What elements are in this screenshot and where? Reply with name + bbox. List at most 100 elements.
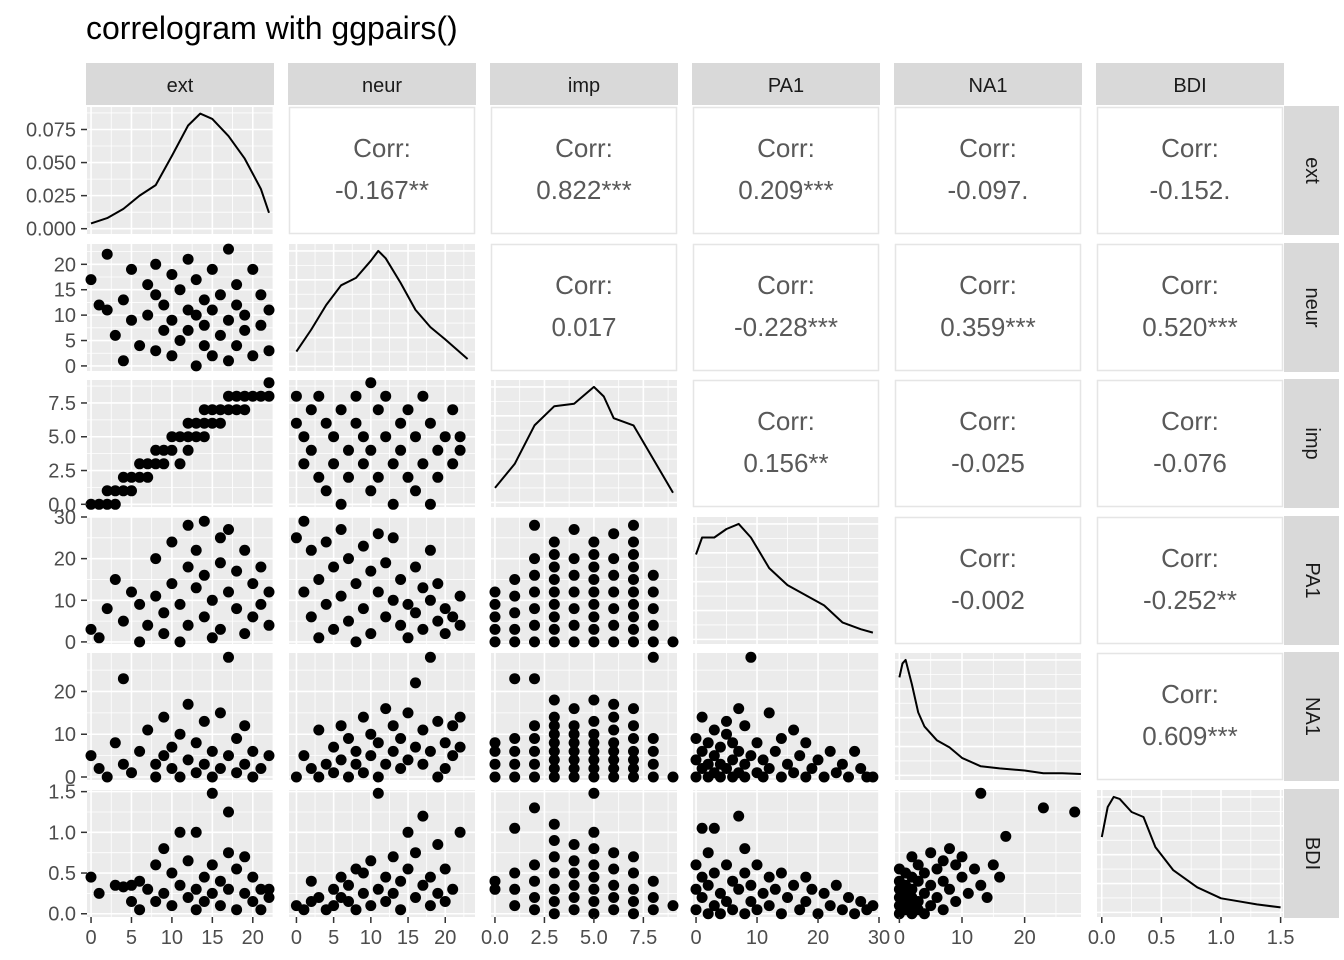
scatter-point-NA1-ext	[255, 763, 267, 774]
scatter-point-PA1-ext	[223, 586, 234, 598]
scatter-point-NA1-neur	[432, 771, 444, 783]
scatter-point-NA1-PA1	[775, 771, 787, 783]
scatter-point-imp-neur	[417, 458, 429, 470]
scatter-point-PA1-neur	[335, 524, 347, 535]
scatter-point-imp-ext	[126, 485, 137, 497]
corr-value-neur-imp: 0.017	[551, 312, 616, 342]
scatter-point-PA1-imp	[509, 636, 521, 648]
scatter-point-imp-ext	[223, 390, 234, 402]
scatter-point-imp-neur	[343, 444, 354, 456]
scatter-point-PA1-ext	[134, 598, 146, 610]
scatter-point-BDI-NA1	[969, 863, 980, 875]
scatter-point-BDI-PA1	[733, 883, 745, 895]
scatter-point-PA1-neur	[395, 619, 407, 631]
chart-title: correlogram with ggpairs()	[86, 10, 458, 46]
corr-label: Corr:	[555, 133, 613, 163]
scatter-point-NA1-neur	[439, 763, 451, 774]
scatter-point-BDI-NA1	[944, 843, 955, 855]
scatter-point-NA1-imp	[647, 745, 659, 757]
scatter-point-neur-ext	[214, 289, 226, 301]
scatter-point-neur-ext	[126, 314, 137, 326]
scatter-point-BDI-NA1	[1069, 806, 1081, 818]
scatter-point-BDI-PA1	[763, 871, 775, 883]
corr-label: Corr:	[1161, 543, 1219, 573]
column-strip-label-PA1: PA1	[768, 75, 804, 97]
scatter-point-BDI-PA1	[708, 867, 720, 879]
x-tick-label-NA1: 20	[1014, 927, 1036, 949]
scatter-point-BDI-imp	[529, 859, 540, 871]
scatter-point-imp-ext	[134, 458, 146, 470]
scatter-point-imp-ext	[174, 431, 186, 443]
scatter-point-BDI-NA1	[956, 871, 968, 883]
scatter-point-BDI-neur	[417, 810, 429, 822]
scatter-point-BDI-PA1	[690, 904, 702, 916]
scatter-point-NA1-neur	[402, 754, 414, 766]
scatter-point-PA1-imp	[568, 586, 580, 598]
scatter-point-PA1-imp	[548, 574, 560, 585]
scatter-point-imp-ext	[182, 431, 194, 443]
scatter-point-PA1-ext	[142, 619, 154, 631]
scatter-point-BDI-neur	[387, 851, 399, 863]
scatter-point-imp-neur	[447, 458, 459, 470]
corr-value-PA1-BDI: -0.252**	[1143, 585, 1237, 615]
panel-NA1-imp	[491, 653, 677, 780]
scatter-point-BDI-PA1	[806, 883, 818, 895]
y-tick-label-ext: 0.075	[26, 119, 76, 141]
row-strip-neur	[1284, 243, 1339, 372]
row-strip-BDI	[1284, 789, 1339, 918]
scatter-point-PA1-ext	[263, 619, 275, 631]
scatter-point-PA1-imp	[608, 586, 620, 598]
scatter-point-PA1-imp	[628, 549, 639, 560]
scatter-point-PA1-imp	[628, 611, 639, 623]
scatter-point-PA1-neur	[372, 528, 384, 540]
scatter-point-NA1-imp	[608, 698, 620, 710]
x-tick-label-BDI: 0.0	[1088, 927, 1116, 949]
scatter-point-BDI-PA1	[727, 875, 739, 887]
scatter-point-NA1-ext	[198, 715, 210, 727]
scatter-point-NA1-PA1	[696, 745, 708, 757]
scatter-point-imp-neur	[290, 390, 302, 402]
x-tick-label-BDI: 0.5	[1147, 927, 1175, 949]
scatter-point-BDI-PA1	[794, 904, 806, 916]
scatter-point-BDI-imp	[588, 871, 600, 883]
scatter-point-PA1-neur	[439, 628, 451, 640]
scatter-point-PA1-imp	[608, 569, 620, 581]
scatter-point-PA1-imp	[588, 598, 600, 610]
column-strip-NA1	[894, 63, 1082, 105]
scatter-point-NA1-imp	[628, 763, 639, 774]
scatter-point-NA1-ext	[231, 767, 243, 779]
scatter-point-neur-ext	[231, 340, 243, 352]
scatter-point-BDI-ext	[206, 887, 218, 899]
scatter-point-PA1-imp	[647, 619, 659, 631]
scatter-point-PA1-neur	[410, 561, 421, 573]
scatter-point-NA1-imp	[608, 737, 620, 749]
scatter-point-NA1-ext	[223, 750, 234, 762]
scatter-point-BDI-PA1	[745, 879, 757, 891]
scatter-point-imp-ext	[158, 458, 170, 470]
scatter-point-neur-ext	[158, 324, 170, 336]
scatter-point-PA1-neur	[365, 565, 377, 577]
x-tick-label-imp: 7.5	[629, 927, 657, 949]
scatter-point-PA1-imp	[588, 536, 600, 548]
scatter-point-PA1-neur	[320, 598, 332, 610]
scatter-point-NA1-imp	[628, 703, 639, 715]
scatter-point-BDI-neur	[313, 892, 325, 903]
scatter-point-PA1-ext	[198, 611, 210, 623]
scatter-point-BDI-imp	[588, 883, 600, 895]
scatter-point-BDI-PA1	[721, 896, 732, 907]
scatter-point-NA1-neur	[395, 763, 407, 774]
scatter-point-PA1-imp	[588, 574, 600, 585]
corr-label: Corr:	[757, 270, 815, 300]
scatter-point-NA1-PA1	[800, 737, 812, 749]
scatter-point-BDI-NA1	[931, 892, 943, 903]
scatter-point-NA1-imp	[548, 754, 560, 766]
scatter-point-NA1-PA1	[739, 758, 751, 770]
scatter-point-imp-ext	[223, 404, 234, 416]
scatter-point-BDI-imp	[608, 892, 620, 903]
scatter-point-neur-ext	[182, 253, 194, 265]
row-strip-label-BDI: BDI	[1301, 837, 1323, 870]
scatter-point-BDI-ext	[158, 843, 170, 855]
scatter-point-PA1-neur	[410, 607, 421, 619]
scatter-point-imp-ext	[190, 417, 202, 429]
corr-panel-PA1-NA1	[894, 516, 1082, 645]
